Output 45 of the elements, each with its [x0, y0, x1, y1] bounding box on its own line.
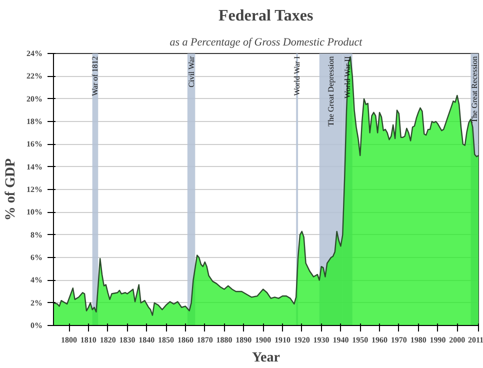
y-tick-label: 18%	[26, 117, 42, 126]
x-tick-label: 2011	[468, 336, 483, 344]
x-tick-label: 1880	[216, 336, 232, 344]
y-tick-label: 8%	[30, 230, 42, 240]
band-label: World War I	[292, 56, 302, 96]
x-axis-title: Year	[252, 350, 280, 366]
y-tick-label: 6%	[30, 253, 42, 262]
x-tick-label: 1870	[196, 336, 213, 344]
band-label: The Great Recession	[470, 56, 480, 123]
y-tick-label: 22%	[26, 72, 42, 81]
x-tick-label: 1910	[274, 336, 290, 344]
y-tick-label: 10%	[26, 208, 42, 217]
x-tick-label: 1820	[100, 336, 116, 344]
x-tick-label: 1810	[80, 336, 96, 344]
band-label: The Great Depression	[326, 56, 336, 126]
band-label: World War II	[343, 56, 352, 98]
x-tick-label: 1970	[390, 336, 407, 344]
x-tick-label: 1930	[313, 336, 330, 344]
y-tick-label: 16%	[26, 140, 42, 149]
y-tick-label: 20%	[26, 94, 42, 104]
band-label: War of 1812	[90, 56, 100, 96]
x-tick-label: 1990	[430, 336, 446, 344]
x-tick-label: 1860	[177, 336, 194, 344]
x-tick-label: 1840	[138, 336, 155, 344]
x-tick-label: 1950	[352, 336, 368, 344]
x-tick-label: 1980	[410, 336, 426, 344]
band-label: Civil War	[186, 56, 196, 88]
chart-title: Federal Taxes	[218, 8, 314, 24]
x-tick-label: 1800	[61, 336, 78, 344]
y-tick-label: 0%	[30, 321, 42, 330]
x-tick-label: 1830	[119, 336, 136, 344]
x-tick-label: 1850	[158, 336, 174, 344]
y-tick-label: 14%	[26, 162, 42, 172]
x-tick-label: 1960	[372, 336, 388, 344]
x-tick-label: 1890	[236, 336, 252, 344]
y-tick-label: 12%	[26, 185, 42, 194]
y-axis-title: % of GDP	[4, 158, 18, 221]
x-tick-label: 1900	[255, 336, 272, 344]
x-tick-label: 1940	[332, 336, 349, 344]
x-tick-label: 1920	[294, 336, 310, 344]
chart-subtitle: as a Percentage of Gross Domestic Product	[170, 36, 364, 48]
y-tick-label: 2%	[30, 298, 42, 308]
x-tick-label: 2000	[449, 336, 466, 344]
y-tick-label: 24%	[26, 49, 42, 58]
y-tick-label: 4%	[30, 276, 42, 285]
